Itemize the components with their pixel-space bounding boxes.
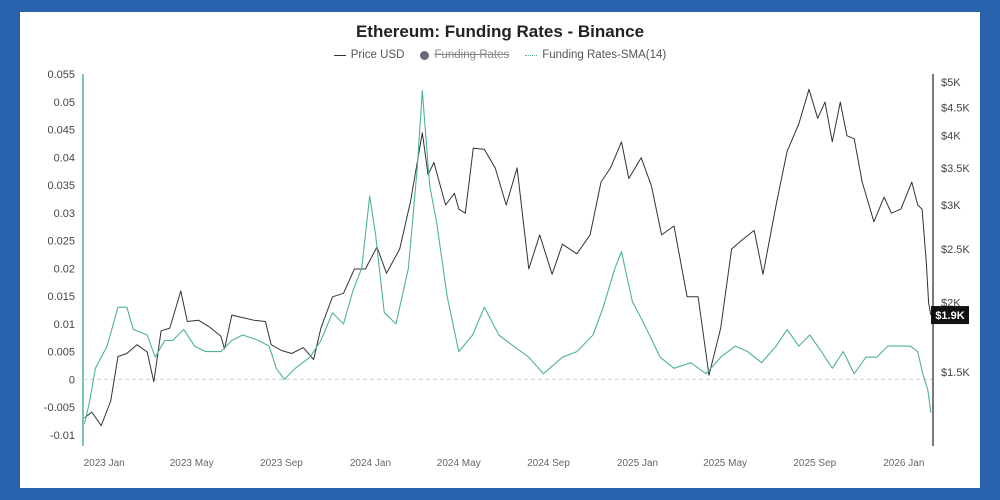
left-tick-label: 0.025 [47,236,75,248]
legend-label-sma: Funding Rates-SMA(14) [542,49,667,61]
chart-panel: Ethereum: Funding Rates - Binance Price … [20,12,980,488]
legend-item-sma[interactable]: Funding Rates-SMA(14) [525,49,666,61]
funding-sma-line [83,90,932,424]
x-tick-label: 2023 Sep [260,458,303,469]
left-tick-label: -0.005 [44,402,75,414]
price-usd-line [84,88,932,427]
legend-item-funding[interactable]: Funding Rates [420,49,509,61]
left-tick-label: -0.01 [50,430,75,442]
funding-dot-swatch [420,50,430,60]
x-tick-label: 2023 Jan [84,458,125,469]
legend-label-price: Price USD [350,49,405,61]
legend-item-price[interactable]: Price USD [333,49,405,61]
x-tick-label: 2023 May [170,458,214,469]
left-tick-label: 0.05 [54,97,75,109]
chart-svg: 0.055 0.05 0.045 0.04 0.035 0.03 0.025 0.02 0.01… [44,69,971,469]
chart-title: Ethereum: Funding Rates - Binance [355,22,645,41]
sma-line-swatch [525,54,538,56]
left-tick-label: 0.03 [54,208,75,220]
x-tick-label: 2024 Sep [527,458,570,469]
left-tick-label: 0.04 [54,152,75,164]
x-tick-label: 2024 Jan [350,458,391,469]
chart-legend: Price USD Funding Rates Funding Rates-SM… [20,49,980,61]
current-price-badge [931,306,969,325]
left-tick-label: 0.015 [47,291,75,303]
left-tick-label: 0.055 [47,69,75,81]
left-tick-label: 0.005 [47,347,75,359]
x-tick-label: 2024 May [437,458,481,469]
left-tick-label: 0.01 [54,319,75,331]
right-tick-label: $3.5K [941,163,970,175]
x-tick-label: 2025 Jan [617,458,658,469]
right-tick-label: $5K [941,77,961,89]
price-line-swatch [333,54,346,56]
right-tick-label: $1.5K [941,367,970,379]
current-price-label: $1.9K [935,310,964,322]
right-tick-label: $2.5K [941,244,970,256]
right-tick-label: $4K [941,131,961,143]
right-tick-label: $3K [941,200,961,212]
x-tick-label: 2025 Sep [793,458,836,469]
left-tick-label: 0 [69,374,75,386]
left-tick-label: 0.045 [47,125,75,137]
x-tick-label: 2025 May [703,458,747,469]
legend-label-funding: Funding Rates [434,49,510,61]
x-tick-label: 2026 Jan [883,458,924,469]
left-tick-label: 0.02 [54,263,75,275]
left-tick-label: 0.035 [47,180,75,192]
right-tick-label: $4.5K [941,102,970,114]
